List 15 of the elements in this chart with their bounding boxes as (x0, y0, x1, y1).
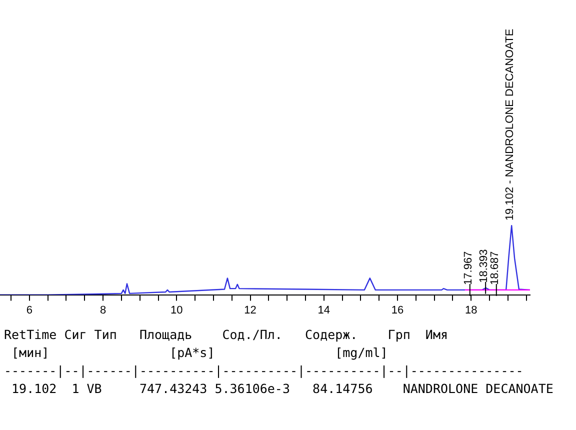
x-tick-label: 6 (26, 304, 33, 316)
x-tick-label: 18 (464, 304, 478, 316)
x-tick-label: 14 (318, 304, 330, 316)
text: RetTime Сиг Тип Площадь Сод./Пл. Содерж. Грп Имя (4, 326, 450, 344)
annotation: 18.393 (478, 249, 490, 283)
x-tick-label: 16 (391, 304, 404, 316)
text: -------|--|------|----------|----------|----------|--|--------------- (4, 362, 524, 380)
x-tick-label: 12 (244, 304, 256, 316)
annotation: 18.687 (488, 251, 501, 285)
text: 19.102 1 VB 747.43243 5.36106e-3 84.14756 NANDROLONE DECANOATE (10, 380, 554, 398)
annotation: 17.967 (462, 251, 474, 285)
x-tick-label: 8 (100, 304, 106, 316)
annotation: 19.102 - NANDROLONE DECANOATE (504, 28, 516, 221)
text: [мин] [pA*s] [mg/ml] (10, 344, 389, 362)
x-tick-label: 10 (170, 304, 183, 316)
